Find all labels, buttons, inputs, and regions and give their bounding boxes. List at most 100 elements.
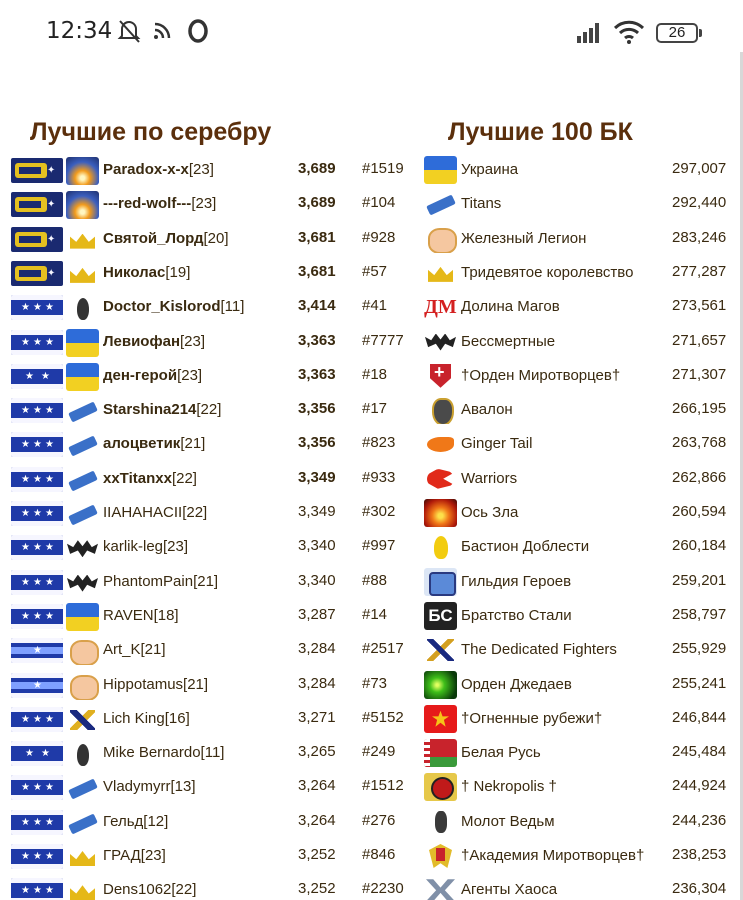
player-row[interactable]: ✦ Николас[19] 3,681 #57 xyxy=(0,257,420,291)
clan-row[interactable]: †Огненные рубежи† 246,844 xyxy=(420,703,740,737)
fire-emblem-icon[interactable] xyxy=(424,499,457,527)
player-name[interactable]: ден-герой[23] xyxy=(103,367,202,384)
guild-emblem-icon[interactable] xyxy=(424,567,457,596)
player-row[interactable]: ✦ Святой_Лорд[20] 3,681 #928 xyxy=(0,223,420,257)
player-name-text[interactable]: Art_K xyxy=(103,641,141,659)
clan-name[interactable]: †Огненные рубежи† xyxy=(461,709,603,727)
clan-row[interactable]: Гильдия Героев 259,201 xyxy=(420,566,740,600)
crown-emblem-icon[interactable] xyxy=(66,259,99,288)
player-clan-id[interactable]: #5152 xyxy=(362,708,404,726)
clan-name[interactable]: Warriors xyxy=(461,469,518,487)
clan-name[interactable]: Железный Легион xyxy=(461,229,587,247)
weapon-emblem-icon[interactable] xyxy=(66,500,99,528)
player-clan-id[interactable]: #1512 xyxy=(362,777,404,795)
clan-row[interactable]: БС Братство Стали 258,797 xyxy=(420,600,740,634)
crown-emblem-icon[interactable] xyxy=(66,877,99,900)
player-clan-id[interactable]: #17 xyxy=(362,400,388,418)
clan-row[interactable]: Ось Зла 260,594 xyxy=(420,497,740,531)
player-row[interactable]: ✦ ---red-wolf---[23] 3,689 #104 xyxy=(0,188,420,222)
player-name-text[interactable]: Hippotamus xyxy=(103,675,184,693)
player-name[interactable]: Святой_Лорд[20] xyxy=(103,230,229,247)
clan-name[interactable]: Тридевятое королевство xyxy=(461,263,634,281)
player-name[interactable]: Hippotamus[21] xyxy=(103,676,208,693)
drop-emblem-icon[interactable] xyxy=(66,294,99,323)
clan-name[interactable]: †Орден Миротворцев† xyxy=(461,366,621,384)
player-name-text[interactable]: Николас xyxy=(103,263,166,281)
clan-name[interactable]: The Dedicated Fighters xyxy=(461,641,617,659)
clan-name[interactable]: †Академия Миротворцев† xyxy=(461,847,645,864)
player-name[interactable]: PhantomPain[21] xyxy=(103,573,218,590)
player-clan-id[interactable]: #73 xyxy=(362,674,388,692)
player-clan-id[interactable]: #14 xyxy=(362,605,388,623)
player-row[interactable]: ★ ★ ★ xxTitanxx[22] 3,349 #933 xyxy=(0,463,420,497)
clan-name[interactable]: Братство Стали xyxy=(461,606,572,624)
clan-name[interactable]: † Nekropolis † xyxy=(461,778,557,796)
ukraine-emblem-icon[interactable] xyxy=(424,156,457,184)
ukraine-emblem-icon[interactable] xyxy=(66,602,99,631)
player-clan-id[interactable]: #41 xyxy=(362,297,388,315)
player-clan-id[interactable]: #2517 xyxy=(362,640,404,658)
player-name[interactable]: Гельд[12] xyxy=(103,813,168,830)
player-row[interactable]: ★ ★ ★ RAVEN[18] 3,287 #14 xyxy=(0,600,420,634)
green-emblem-icon[interactable] xyxy=(424,670,457,699)
sun-emblem-icon[interactable] xyxy=(66,191,99,220)
clan-name[interactable]: Бессмертные xyxy=(461,332,556,350)
player-name-text[interactable]: Левиофан xyxy=(103,332,180,350)
player-row[interactable]: ★ ★ ★ IIAHAHACII[22] 3,349 #302 xyxy=(0,497,420,531)
clan-name[interactable]: Молот Ведьм xyxy=(461,812,555,830)
nekropolis-emblem-icon[interactable] xyxy=(424,773,457,802)
player-name-text[interactable]: ГРАД xyxy=(103,847,141,864)
clan-row[interactable]: Titans 292,440 xyxy=(420,188,740,222)
clan-row[interactable]: Тридевятое королевство 277,287 xyxy=(420,257,740,291)
player-row[interactable]: ★ Hippotamus[21] 3,284 #73 xyxy=(0,669,420,703)
player-row[interactable]: ★ ★ ★ Dens1062[22] 3,252 #2230 xyxy=(0,874,420,900)
player-row[interactable]: ★ ★ ★ Левиофан[23] 3,363 #7777 xyxy=(0,326,420,360)
player-name-text[interactable]: karlik-leg xyxy=(103,538,164,556)
clan-name[interactable]: Ginger Tail xyxy=(461,435,533,453)
clan-row[interactable]: Авалон 266,195 xyxy=(420,394,740,428)
player-clan-id[interactable]: #846 xyxy=(362,846,396,863)
player-name-text[interactable]: xxTitanxx xyxy=(103,469,172,487)
player-clan-id[interactable]: #1519 xyxy=(362,160,404,177)
player-name-text[interactable]: PhantomPain xyxy=(103,572,194,590)
clan-row[interactable]: Агенты Хаоса 236,304 xyxy=(420,874,740,900)
hammer-emblem-icon[interactable] xyxy=(424,807,457,836)
player-row[interactable]: ★ ★ ★ Doctor_Kislorod[11] 3,414 #41 xyxy=(0,291,420,325)
clan-row[interactable]: The Dedicated Fighters 255,929 xyxy=(420,634,740,668)
clan-row[interactable]: Молот Ведьм 244,236 xyxy=(420,806,740,840)
clan-name[interactable]: Украина xyxy=(461,161,519,178)
face-emblem-icon[interactable] xyxy=(66,637,99,666)
player-name[interactable]: Vladymyrr[13] xyxy=(103,778,196,795)
clan-name[interactable]: Белая Русь xyxy=(461,744,541,762)
player-name-text[interactable]: Starshina214 xyxy=(103,401,197,419)
player-clan-id[interactable]: #104 xyxy=(362,194,396,212)
player-row[interactable]: ★ ★ ★ алоцветик[21] 3,356 #823 xyxy=(0,428,420,462)
player-clan-id[interactable]: #823 xyxy=(362,434,396,452)
player-clan-id[interactable]: #997 xyxy=(362,537,396,555)
bat-emblem-icon[interactable] xyxy=(66,534,99,563)
clan-name[interactable]: Ось Зла xyxy=(461,504,519,521)
bs-emblem-icon[interactable]: БС xyxy=(424,601,457,630)
clan-row[interactable]: ДМ Долина Магов 273,561 xyxy=(420,291,740,325)
clan-row[interactable]: Железный Легион 283,246 xyxy=(420,223,740,257)
clan-row[interactable]: † Nekropolis † 244,924 xyxy=(420,771,740,805)
player-name-text[interactable]: Mike Bernardo xyxy=(103,744,201,762)
player-name[interactable]: Левиофан[23] xyxy=(103,333,205,350)
player-clan-id[interactable]: #249 xyxy=(362,743,396,761)
player-row[interactable]: ★ ★ ★ PhantomPain[21] 3,340 #88 xyxy=(0,566,420,600)
player-row[interactable]: ✦ Paradox-x-x[23] 3,689 #1519 xyxy=(0,154,420,188)
face-emblem-icon[interactable] xyxy=(424,224,457,253)
player-row[interactable]: ★ ★ ★ Lich King[16] 3,271 #5152 xyxy=(0,703,420,737)
crown-emblem-icon[interactable] xyxy=(66,225,99,254)
player-clan-id[interactable]: #928 xyxy=(362,228,396,246)
player-row[interactable]: ★ ★ ★ Starshina214[22] 3,356 #17 xyxy=(0,394,420,428)
player-row[interactable]: ★ ★ ★ ГРАД[23] 3,252 #846 xyxy=(0,840,420,874)
weapon-emblem-icon[interactable] xyxy=(66,774,99,803)
academy-emblem-icon[interactable] xyxy=(424,842,457,870)
player-row[interactable]: ★ ★ ★ karlik-leg[23] 3,340 #997 xyxy=(0,531,420,565)
flame-emblem-icon[interactable] xyxy=(424,533,457,562)
clan-row[interactable]: Warriors 262,866 xyxy=(420,463,740,497)
figure-emblem-icon[interactable] xyxy=(424,636,457,665)
player-name-text[interactable]: Vladymyrr xyxy=(103,778,171,796)
player-name[interactable]: xxTitanxx[22] xyxy=(103,470,197,487)
